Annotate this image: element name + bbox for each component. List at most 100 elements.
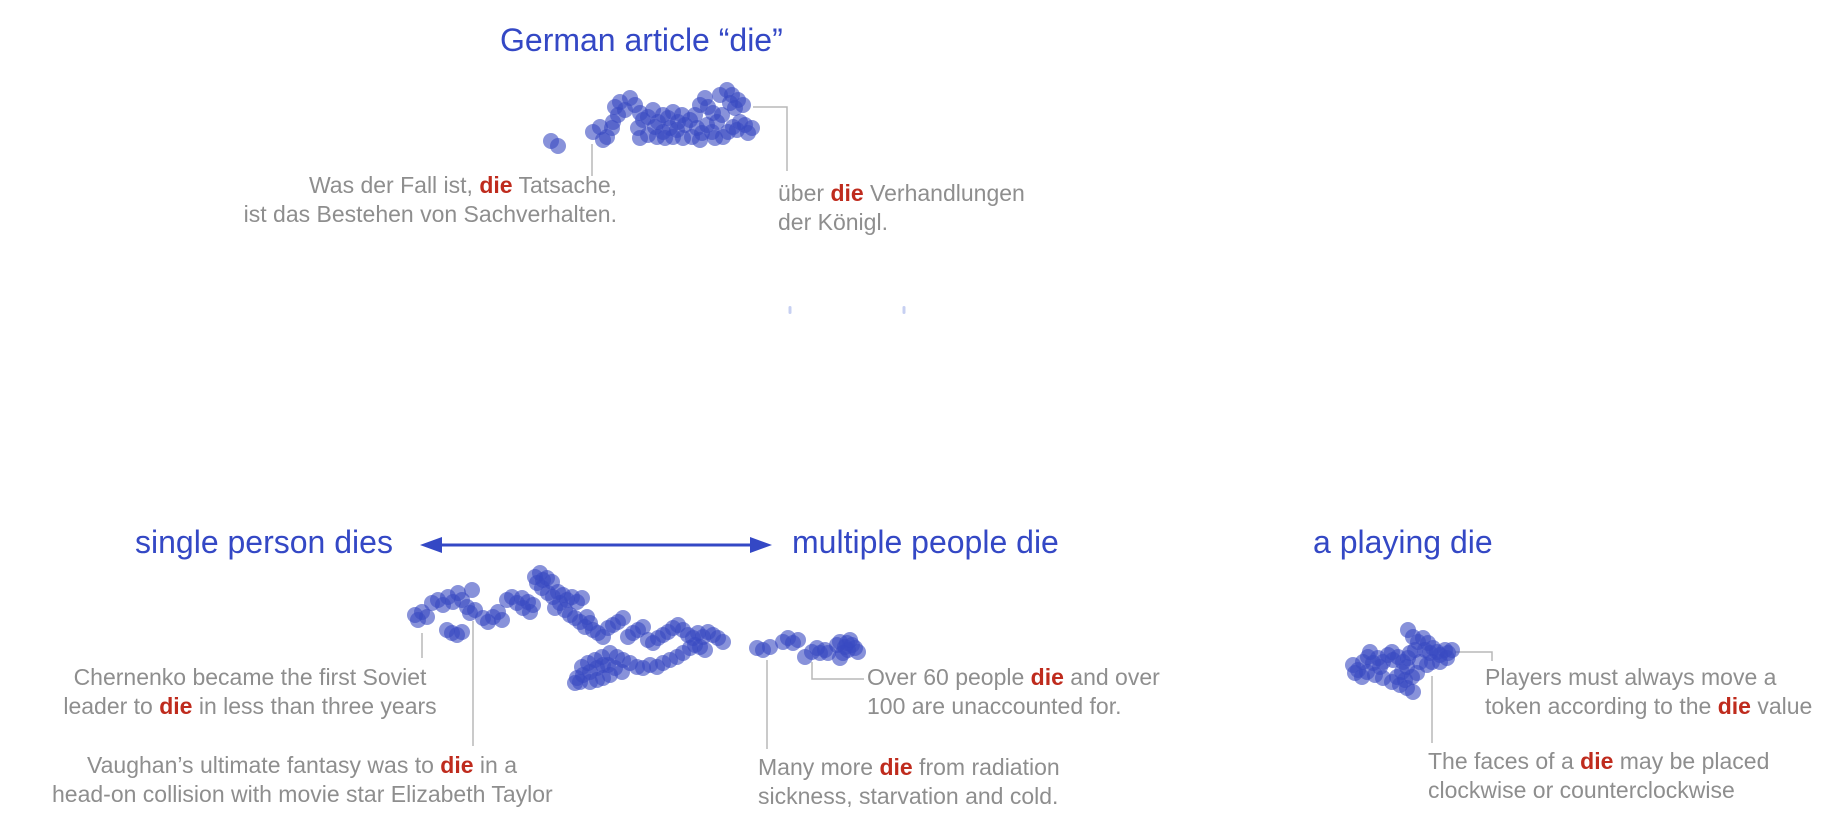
data-point (464, 582, 480, 598)
annotation-line: Chernenko became the first Soviet (30, 663, 470, 692)
cluster-title-multiple-people-die: multiple people die (792, 524, 1059, 560)
annotation-line: Over 60 people die and over (867, 663, 1160, 692)
annotation-line: head-on collision with movie star Elizab… (52, 780, 553, 809)
highlighted-word-die: die (1717, 693, 1751, 719)
data-point (790, 632, 806, 648)
annotation-was-der-fall: Was der Fall ist, die Tatsache, ist das B… (217, 171, 617, 229)
highlighted-word-die: die (159, 693, 193, 719)
annotation-text: may be placed (1613, 748, 1770, 774)
annotation-vaughan: Vaughan’s ultimate fantasy was to die in… (52, 751, 553, 809)
highlighted-word-die: die (1030, 664, 1064, 690)
data-point (1405, 684, 1421, 700)
arrowhead-right (750, 537, 772, 553)
data-point (1384, 644, 1400, 660)
callout-connector-line (753, 106, 788, 171)
highlighted-word-die: die (479, 172, 513, 198)
annotation-many-more-die: Many more die from radiation sickness, st… (758, 753, 1060, 811)
data-point (762, 639, 778, 655)
cluster-multiple-people-die (749, 630, 866, 666)
annotation-line: Players must always move a (1485, 663, 1812, 692)
faint-points (788, 306, 906, 314)
annotation-uber-die-verhandlungen: über die Verhandlungen der Königl. (778, 179, 1025, 237)
annotation-line: 100 are unaccounted for. (867, 692, 1160, 721)
annotation-text: der Königl. (778, 209, 888, 235)
annotation-over-60-people: Over 60 people die and over 100 are unacc… (867, 663, 1160, 721)
annotation-text: token according to the (1485, 693, 1718, 719)
faint-data-point (902, 306, 906, 314)
annotation-text: Vaughan’s ultimate fantasy was to (86, 752, 441, 778)
annotation-players-token: Players must always move a token accordin… (1485, 663, 1812, 721)
annotation-line: über die Verhandlungen (778, 179, 1025, 208)
annotation-text: Tatsache, (512, 172, 617, 198)
scatter-points (407, 82, 1460, 700)
annotation-line: leader to die in less than three years (30, 692, 470, 721)
annotation-text: from radiation (912, 754, 1060, 780)
cluster-title-single-person-dies: single person dies (135, 524, 393, 560)
annotation-text: ist das Bestehen von Sachverhalten. (243, 201, 617, 227)
annotation-line: Vaughan’s ultimate fantasy was to die in… (52, 751, 552, 780)
annotation-text: Verhandlungen (863, 180, 1025, 206)
data-point (714, 107, 730, 123)
callout-connector-line (1455, 651, 1493, 661)
data-point (735, 97, 751, 113)
annotation-line: Many more die from radiation (758, 753, 1060, 782)
data-point (632, 130, 648, 146)
data-point (744, 120, 760, 136)
highlighted-word-die: die (440, 752, 474, 778)
data-point (850, 644, 866, 660)
spectrum-arrow (420, 537, 772, 553)
data-point (567, 675, 583, 691)
data-point (1439, 650, 1455, 666)
cluster-german-article-die (543, 82, 760, 154)
data-point (410, 612, 426, 628)
data-point (494, 612, 510, 628)
arrowhead-left (420, 537, 442, 553)
faint-data-point (788, 306, 792, 314)
annotation-text: Chernenko became the first Soviet (73, 664, 427, 690)
annotation-text: clockwise or counterclockwise (1428, 777, 1735, 803)
annotation-text: The faces of a (1428, 748, 1581, 774)
connector-lines (421, 106, 1493, 749)
data-point (522, 604, 538, 620)
annotation-line: The faces of a die may be placed (1428, 747, 1769, 776)
callout-connector-line (811, 662, 864, 680)
highlighted-word-die: die (1580, 748, 1614, 774)
annotation-line: sickness, starvation and cold. (758, 782, 1060, 811)
highlighted-word-die: die (830, 180, 864, 206)
annotation-text: and over (1063, 664, 1160, 690)
annotation-text: über (778, 180, 831, 206)
data-point (595, 132, 611, 148)
annotation-text: sickness, starvation and cold. (758, 783, 1059, 809)
annotation-line: Was der Fall ist, die Tatsache, (217, 171, 617, 200)
annotation-line: token according to the die value (1485, 692, 1812, 721)
data-point (602, 667, 618, 683)
data-point (707, 130, 723, 146)
annotation-text: Was der Fall ist, (308, 172, 480, 198)
cluster-title-a-playing-die: a playing die (1313, 524, 1493, 560)
highlighted-word-die: die (879, 754, 913, 780)
annotation-text: Over 60 people (867, 664, 1031, 690)
data-point (635, 619, 651, 635)
data-point (454, 624, 470, 640)
annotation-text: in a (473, 752, 518, 778)
annotation-text: value (1750, 693, 1813, 719)
data-point (832, 650, 848, 666)
annotation-text: head-on collision with movie star Elizab… (52, 781, 553, 807)
annotation-text: in less than three years (192, 693, 437, 719)
cluster-title-german-article: German article “die” (500, 22, 783, 58)
annotation-text: Many more (758, 754, 880, 780)
annotation-text: Players must always move a (1485, 664, 1777, 690)
data-point (579, 609, 595, 625)
data-point (550, 138, 566, 154)
annotation-chernenko: Chernenko became the first Soviet leader … (30, 663, 470, 721)
data-point (614, 664, 630, 680)
data-point (842, 632, 858, 648)
annotation-text: 100 are unaccounted for. (867, 693, 1122, 719)
annotation-faces-of-a-die: The faces of a die may be placed clockwis… (1428, 747, 1769, 805)
cluster-a-playing-die (1345, 622, 1460, 700)
annotation-line: clockwise or counterclockwise (1428, 776, 1769, 805)
data-point (1389, 669, 1405, 685)
data-point (615, 610, 631, 626)
data-point (605, 114, 621, 130)
